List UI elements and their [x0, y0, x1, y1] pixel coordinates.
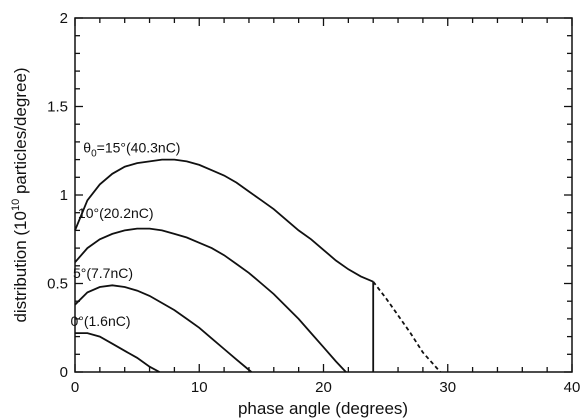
series-line [75, 332, 160, 373]
series-line [74, 227, 347, 373]
y-axis-title-sup: 10 [10, 199, 22, 211]
y-tick-label: 0.5 [47, 276, 68, 293]
y-axis-title-main: distribution (10 [11, 211, 30, 323]
x-tick-labels: 0 10 20 30 40 [71, 379, 581, 396]
series-label: 10°(20.2nC) [78, 205, 154, 221]
y-axis-title: distribution (1010 particles/degree) [10, 67, 30, 322]
series-annotations: θ0=15°(40.3nC) 10°(20.2nC) 5°(7.7nC) 0°(1.6… [70, 140, 180, 329]
x-tick-label: 30 [439, 379, 456, 396]
y-tick-labels: 0 0.5 1 1.5 2 [47, 10, 68, 381]
plot-frame [74, 17, 573, 373]
x-tick-label: 10 [191, 379, 208, 396]
y-tick-label: 0 [60, 364, 68, 381]
series-label: 0°(1.6nC) [70, 313, 130, 329]
series-curves [74, 158, 441, 373]
x-tick-label: 0 [71, 379, 79, 396]
y-axis-title-tail: particles/degree) [11, 67, 30, 198]
y-tick-label: 1.5 [47, 99, 68, 116]
series-line [74, 284, 252, 373]
x-tick-label: 40 [564, 379, 581, 396]
y-tick-label: 2 [60, 10, 68, 27]
series-line [74, 158, 374, 283]
x-tick-label: 20 [315, 379, 332, 396]
y-tick-label: 1 [60, 187, 68, 204]
tick-marks [74, 17, 573, 373]
series-dashed-extension [372, 281, 441, 373]
x-axis-title: phase angle (degrees) [238, 399, 408, 418]
series-label: 5°(7.7nC) [73, 265, 133, 281]
series-label: θ0=15°(40.3nC) [83, 140, 180, 160]
